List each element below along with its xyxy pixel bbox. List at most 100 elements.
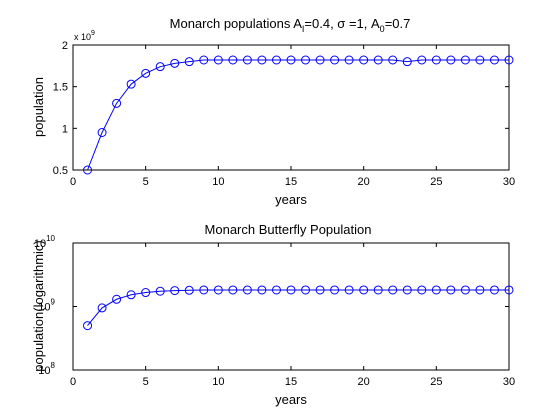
data-point	[388, 55, 398, 65]
series-line	[87, 59, 509, 171]
data-point	[475, 55, 485, 65]
data-point	[489, 55, 499, 65]
data-point	[504, 285, 514, 295]
data-point	[373, 285, 383, 295]
data-point	[155, 286, 165, 296]
data-point	[402, 57, 412, 67]
data-point	[271, 285, 281, 295]
bottom-y-ticks: 108 109 1010	[34, 234, 509, 377]
data-point	[330, 55, 340, 65]
data-point	[257, 55, 267, 65]
data-point	[112, 98, 122, 108]
x-tick-label: 30	[503, 376, 515, 388]
data-point	[489, 285, 499, 295]
data-point	[228, 285, 238, 295]
bottom-x-ticks: 0 5 10 15 20 25 30	[70, 243, 515, 388]
data-point	[315, 285, 325, 295]
data-point	[141, 288, 151, 298]
bottom-plot-frame	[72, 242, 510, 371]
data-point	[431, 55, 441, 65]
data-point	[417, 55, 427, 65]
data-point	[97, 128, 107, 137]
x-tick-label: 5	[143, 376, 149, 388]
data-point	[83, 321, 93, 331]
top-subplot: Monarch populations AI=0.4, σ =1, A0=0.7…	[31, 16, 515, 207]
x-tick-label: 25	[430, 376, 442, 388]
y-tick-label: 2	[62, 40, 68, 52]
data-point	[446, 55, 456, 65]
data-point	[170, 58, 180, 68]
top-y-ticks: 0.5 1 1.5 2	[53, 40, 509, 177]
data-point	[417, 285, 427, 295]
x-tick-label: 5	[143, 176, 149, 188]
y-tick-label: 1010	[34, 234, 56, 250]
bottom-chart-title: Monarch Butterfly Population	[205, 222, 372, 237]
bottom-subplot: Monarch Butterfly Population 0 5 10 15 20 25 3…	[31, 222, 515, 407]
data-point	[344, 285, 354, 295]
data-point	[199, 285, 209, 295]
data-point	[301, 55, 311, 65]
x-tick-label: 20	[358, 376, 370, 388]
data-point	[257, 285, 267, 295]
data-point	[402, 285, 412, 295]
data-point	[213, 55, 223, 65]
data-point	[286, 285, 296, 295]
bottom-series	[83, 285, 514, 331]
x-tick-label: 0	[70, 176, 76, 188]
y-tick-label: 108	[38, 361, 55, 377]
bottom-x-axis-label: years	[275, 392, 307, 407]
top-plot-frame	[72, 44, 510, 171]
data-point	[242, 285, 252, 295]
data-point	[373, 55, 383, 65]
top-series	[83, 55, 514, 175]
top-chart-title: Monarch populations AI=0.4, σ =1, A0=0.7	[170, 16, 411, 34]
data-point	[475, 285, 485, 295]
data-point	[460, 55, 470, 65]
top-x-axis-label: years	[275, 192, 307, 207]
x-tick-label: 15	[285, 376, 297, 388]
data-point	[213, 285, 223, 295]
data-point	[330, 285, 340, 295]
data-point	[242, 55, 252, 65]
data-point	[199, 55, 209, 65]
x-tick-label: 25	[430, 176, 442, 188]
data-point	[155, 62, 165, 72]
data-point	[170, 286, 180, 296]
data-point	[301, 285, 311, 295]
data-point	[271, 55, 281, 65]
data-point	[112, 294, 122, 304]
data-point	[344, 55, 354, 65]
data-point	[184, 57, 194, 67]
data-point	[359, 55, 369, 65]
y-tick-label: 1.5	[53, 82, 68, 94]
series-line	[87, 289, 509, 326]
data-point	[184, 285, 194, 295]
data-point	[359, 285, 369, 295]
top-y-axis-label: population	[31, 77, 46, 137]
data-point	[126, 79, 136, 89]
bottom-y-axis-label: population(logarithmic)	[31, 240, 46, 372]
data-point	[460, 285, 470, 295]
y-tick-label: 1	[62, 123, 68, 135]
top-y-exponent-label: x 109	[74, 30, 95, 42]
x-tick-label: 30	[503, 176, 515, 188]
data-point	[141, 68, 151, 78]
x-tick-label: 20	[358, 176, 370, 188]
top-x-ticks: 0 5 10 15 20 25 30	[70, 45, 515, 188]
data-point	[446, 285, 456, 295]
data-point	[228, 55, 238, 65]
data-point	[286, 55, 296, 65]
x-tick-label: 10	[212, 376, 224, 388]
data-point	[315, 55, 325, 65]
data-point	[388, 285, 398, 295]
y-tick-label: 109	[38, 298, 55, 314]
y-tick-label: 0.5	[53, 165, 68, 177]
data-point	[83, 165, 93, 175]
x-tick-label: 0	[70, 376, 76, 388]
x-tick-label: 15	[285, 176, 297, 188]
data-point	[126, 290, 136, 300]
data-point	[504, 55, 514, 65]
data-point	[431, 285, 441, 295]
x-tick-label: 10	[212, 176, 224, 188]
